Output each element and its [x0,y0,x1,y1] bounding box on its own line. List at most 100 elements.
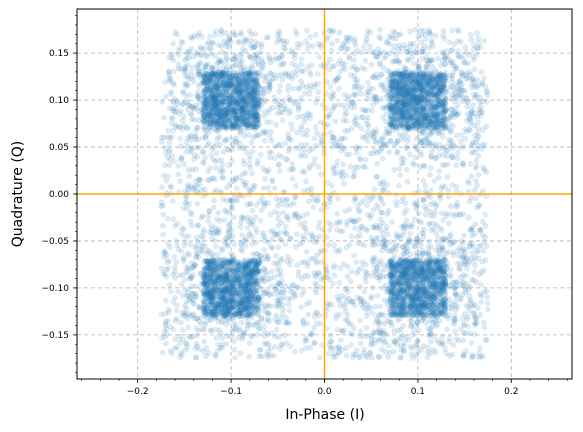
scatter-point [234,198,241,204]
scatter-point [432,349,439,356]
scatter-point [466,51,472,58]
scatter-point [417,238,424,245]
scatter-point [268,244,275,251]
scatter-point [298,68,305,75]
scatter-point [274,259,280,266]
scatter-point [213,353,219,359]
scatter-point [420,197,427,204]
scatter-point [260,185,267,192]
scatter-point [271,260,277,267]
scatter-point [159,335,165,341]
scatter-point [459,70,465,77]
scatter-point [276,198,283,204]
scatter-point [446,140,453,146]
scatter-point [223,61,230,67]
scatter-point [476,201,482,208]
scatter-point [309,330,316,336]
scatter-point [175,65,182,72]
scatter-point [162,162,168,169]
scatter-point [369,74,376,81]
scatter-point [337,302,344,309]
scatter-point [409,121,416,128]
scatter-point [325,241,332,248]
scatter-point [202,63,209,70]
scatter-point [231,338,237,345]
scatter-point [404,281,411,288]
scatter-point [175,246,182,253]
scatter-point [375,338,382,344]
scatter-point [224,314,230,321]
scatter-point [337,172,344,178]
scatter-point [334,76,340,83]
scatter-point [449,111,455,118]
scatter-point [189,312,196,319]
scatter-point [241,98,248,105]
scatter-point [350,325,357,331]
scatter-point [381,105,388,111]
scatter-point [422,183,429,189]
scatter-point [364,48,371,55]
scatter-point [263,73,270,80]
scatter-point [387,318,393,325]
scatter-point [174,242,180,249]
scatter-point [328,182,335,189]
scatter-point [215,209,222,216]
scatter-point [178,38,185,45]
scatter-point [173,237,180,244]
scatter-point [431,177,438,184]
scatter-point [261,137,268,144]
scatter-point [294,41,301,47]
scatter-point [226,37,233,43]
scatter-point [330,27,337,34]
scatter-point [232,114,239,121]
scatter-point [398,326,404,333]
scatter-point [202,61,209,68]
scatter-point [233,185,240,191]
scatter-point [336,86,342,92]
scatter-point [279,201,286,208]
scatter-point [300,188,307,195]
scatter-point [372,147,378,154]
scatter-point [470,102,476,108]
scatter-point [265,34,271,41]
scatter-point [422,31,429,38]
scatter-point [425,74,432,81]
scatter-point [419,55,426,62]
scatter-point [451,41,458,48]
scatter-point [456,211,463,218]
scatter-point [354,47,360,54]
scatter-point [162,79,168,85]
scatter-point [460,337,467,344]
scatter-point [421,142,427,149]
scatter-point [485,306,491,313]
scatter-point [249,207,256,214]
scatter-point [206,248,213,255]
scatter-point [187,182,193,189]
scatter-point [261,278,268,285]
scatter-point [290,85,296,92]
scatter-point [372,93,379,100]
scatter-point [275,161,282,168]
scatter-point [458,69,465,75]
scatter-point [316,54,323,61]
scatter-point [389,219,396,225]
scatter-point [224,184,230,191]
scatter-point [473,91,480,98]
scatter-point [432,32,439,39]
scatter-point [478,146,485,152]
scatter-point [426,238,433,245]
scatter-point [170,216,177,223]
scatter-point [346,206,353,213]
scatter-point [415,100,422,106]
scatter-point [294,114,301,120]
scatter-point [203,353,209,359]
scatter-point [257,346,264,353]
scatter-point [234,290,241,297]
scatter-point [233,75,239,82]
scatter-points [158,26,491,361]
scatter-point [306,165,313,172]
scatter-point [301,235,308,242]
scatter-point [380,81,387,88]
scatter-point [211,197,217,204]
scatter-point [330,63,336,70]
